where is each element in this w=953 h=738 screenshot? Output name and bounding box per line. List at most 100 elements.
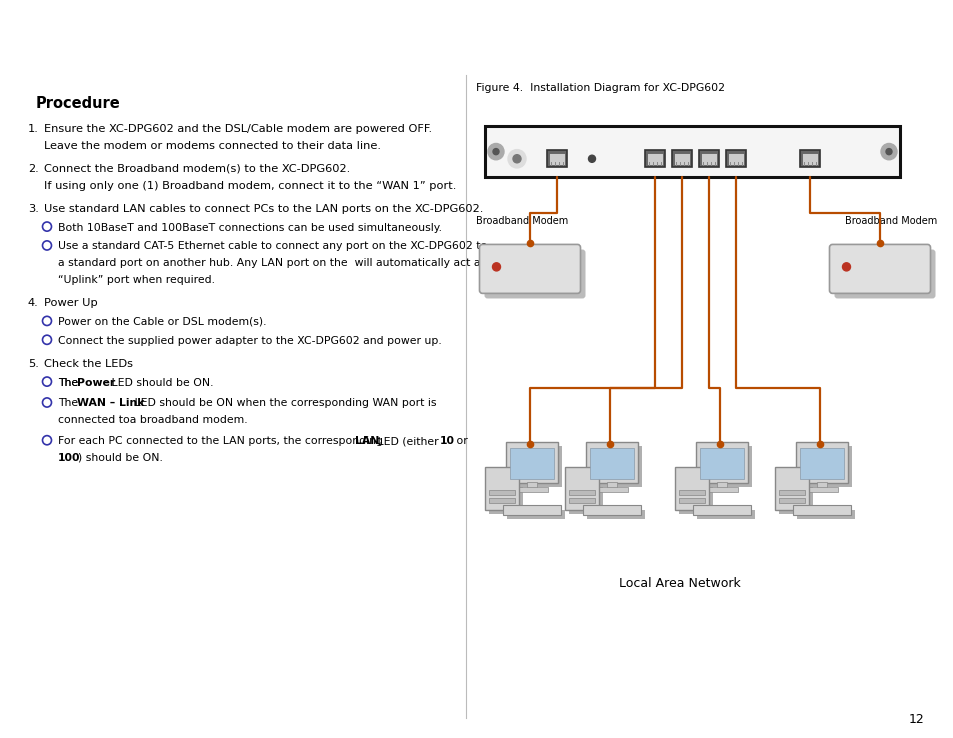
- Text: Broadband Modem: Broadband Modem: [844, 216, 936, 226]
- Circle shape: [507, 150, 525, 168]
- FancyBboxPatch shape: [484, 249, 585, 298]
- FancyBboxPatch shape: [828, 244, 929, 294]
- Text: a standard port on another hub. Any LAN port on the  will automatically act as a: a standard port on another hub. Any LAN …: [58, 258, 502, 268]
- Bar: [699, 150, 719, 168]
- Bar: [796, 509, 854, 519]
- Text: Leave the modem or modems connected to their data line.: Leave the modem or modems connected to t…: [44, 141, 380, 151]
- FancyBboxPatch shape: [834, 249, 935, 298]
- Bar: [516, 487, 547, 492]
- Text: Procedure: Procedure: [36, 95, 121, 111]
- Bar: [644, 150, 664, 168]
- Bar: [679, 498, 704, 503]
- Bar: [606, 482, 617, 488]
- Text: Connect the Broadband modem(s) to the XC-DPG602.: Connect the Broadband modem(s) to the XC…: [44, 164, 350, 174]
- Bar: [505, 442, 558, 483]
- Bar: [800, 150, 820, 168]
- Bar: [717, 482, 726, 488]
- Bar: [484, 126, 899, 177]
- Text: Power Up: Power Up: [44, 298, 97, 308]
- Text: ) should be ON.: ) should be ON.: [78, 453, 163, 463]
- Text: or: or: [453, 436, 467, 446]
- Text: Check the LEDs: Check the LEDs: [44, 359, 132, 369]
- Bar: [774, 466, 808, 509]
- Text: The: The: [58, 378, 82, 387]
- Bar: [697, 509, 754, 519]
- Text: Connecting two broadband modems: Connecting two broadband modems: [17, 18, 673, 52]
- Bar: [795, 442, 847, 483]
- Bar: [596, 487, 627, 492]
- Bar: [646, 154, 662, 165]
- Text: If using only one (1) Broadband modem, connect it to the “WAN 1” port.: If using only one (1) Broadband modem, c…: [44, 181, 456, 190]
- Text: connected toa broadband modem.: connected toa broadband modem.: [58, 415, 248, 425]
- Text: LED should be ON.: LED should be ON.: [108, 378, 213, 387]
- Bar: [779, 498, 804, 503]
- Bar: [586, 509, 644, 519]
- Bar: [705, 487, 738, 492]
- Circle shape: [885, 148, 891, 155]
- Bar: [546, 150, 566, 168]
- Bar: [589, 446, 641, 487]
- Bar: [727, 154, 743, 165]
- Text: Use standard LAN cables to connect PCs to the LAN ports on the XC-DPG602.: Use standard LAN cables to connect PCs t…: [44, 204, 483, 213]
- Bar: [506, 509, 564, 519]
- Text: WAN – Link: WAN – Link: [77, 399, 144, 408]
- Text: Power: Power: [77, 378, 115, 387]
- Text: The: The: [58, 378, 82, 387]
- Bar: [526, 482, 537, 488]
- Bar: [502, 506, 560, 514]
- Text: “Uplink” port when required.: “Uplink” port when required.: [58, 275, 214, 285]
- Text: The: The: [58, 399, 82, 408]
- Text: Use a standard CAT-5 Ethernet cable to connect any port on the XC-DPG602 to: Use a standard CAT-5 Ethernet cable to c…: [58, 241, 487, 252]
- Bar: [679, 490, 704, 495]
- Text: 5.: 5.: [28, 359, 39, 369]
- Circle shape: [841, 263, 850, 271]
- Bar: [671, 150, 691, 168]
- Bar: [779, 471, 812, 514]
- Bar: [564, 466, 598, 509]
- Circle shape: [493, 148, 498, 155]
- Bar: [692, 506, 750, 514]
- Bar: [489, 471, 522, 514]
- Text: Power on the Cable or DSL modem(s).: Power on the Cable or DSL modem(s).: [58, 317, 266, 327]
- Text: 1.: 1.: [28, 124, 39, 134]
- Text: 3.: 3.: [28, 204, 39, 213]
- Bar: [582, 506, 640, 514]
- Text: LAN Ports: LAN Ports: [678, 135, 711, 141]
- Circle shape: [513, 155, 520, 163]
- Text: LAN: LAN: [355, 436, 379, 446]
- Bar: [585, 442, 638, 483]
- Text: 100: 100: [58, 453, 80, 463]
- Bar: [801, 154, 817, 165]
- Bar: [568, 498, 595, 503]
- Bar: [489, 498, 515, 503]
- Bar: [510, 446, 561, 487]
- FancyBboxPatch shape: [479, 244, 579, 294]
- Bar: [800, 449, 843, 479]
- Text: 10: 10: [439, 436, 455, 446]
- Bar: [700, 449, 743, 479]
- Circle shape: [488, 143, 503, 160]
- Bar: [484, 466, 518, 509]
- Text: WAN2: WAN2: [546, 135, 567, 141]
- Text: LED should be ON when the corresponding WAN port is: LED should be ON when the corresponding …: [131, 399, 436, 408]
- Bar: [568, 490, 595, 495]
- Bar: [589, 449, 634, 479]
- Bar: [816, 482, 826, 488]
- Bar: [568, 471, 602, 514]
- Bar: [805, 487, 837, 492]
- Text: Figure 4.  Installation Diagram for XC-DPG602: Figure 4. Installation Diagram for XC-DP…: [476, 83, 724, 93]
- Text: Broadband Modem: Broadband Modem: [476, 216, 568, 226]
- Bar: [700, 446, 751, 487]
- Text: Reset: Reset: [581, 135, 601, 141]
- Text: 2.: 2.: [28, 164, 39, 174]
- Text: 4.: 4.: [28, 298, 39, 308]
- Circle shape: [492, 263, 500, 271]
- Text: 12: 12: [907, 713, 923, 725]
- Text: DC 5V: DC 5V: [506, 135, 527, 141]
- Bar: [489, 490, 515, 495]
- Bar: [510, 449, 554, 479]
- Text: Ensure the XC-DPG602 and the DSL/Cable modem are powered OFF.: Ensure the XC-DPG602 and the DSL/Cable m…: [44, 124, 432, 134]
- Bar: [673, 154, 689, 165]
- Bar: [675, 466, 708, 509]
- Text: For each PC connected to the LAN ports, the corresponding: For each PC connected to the LAN ports, …: [58, 436, 386, 446]
